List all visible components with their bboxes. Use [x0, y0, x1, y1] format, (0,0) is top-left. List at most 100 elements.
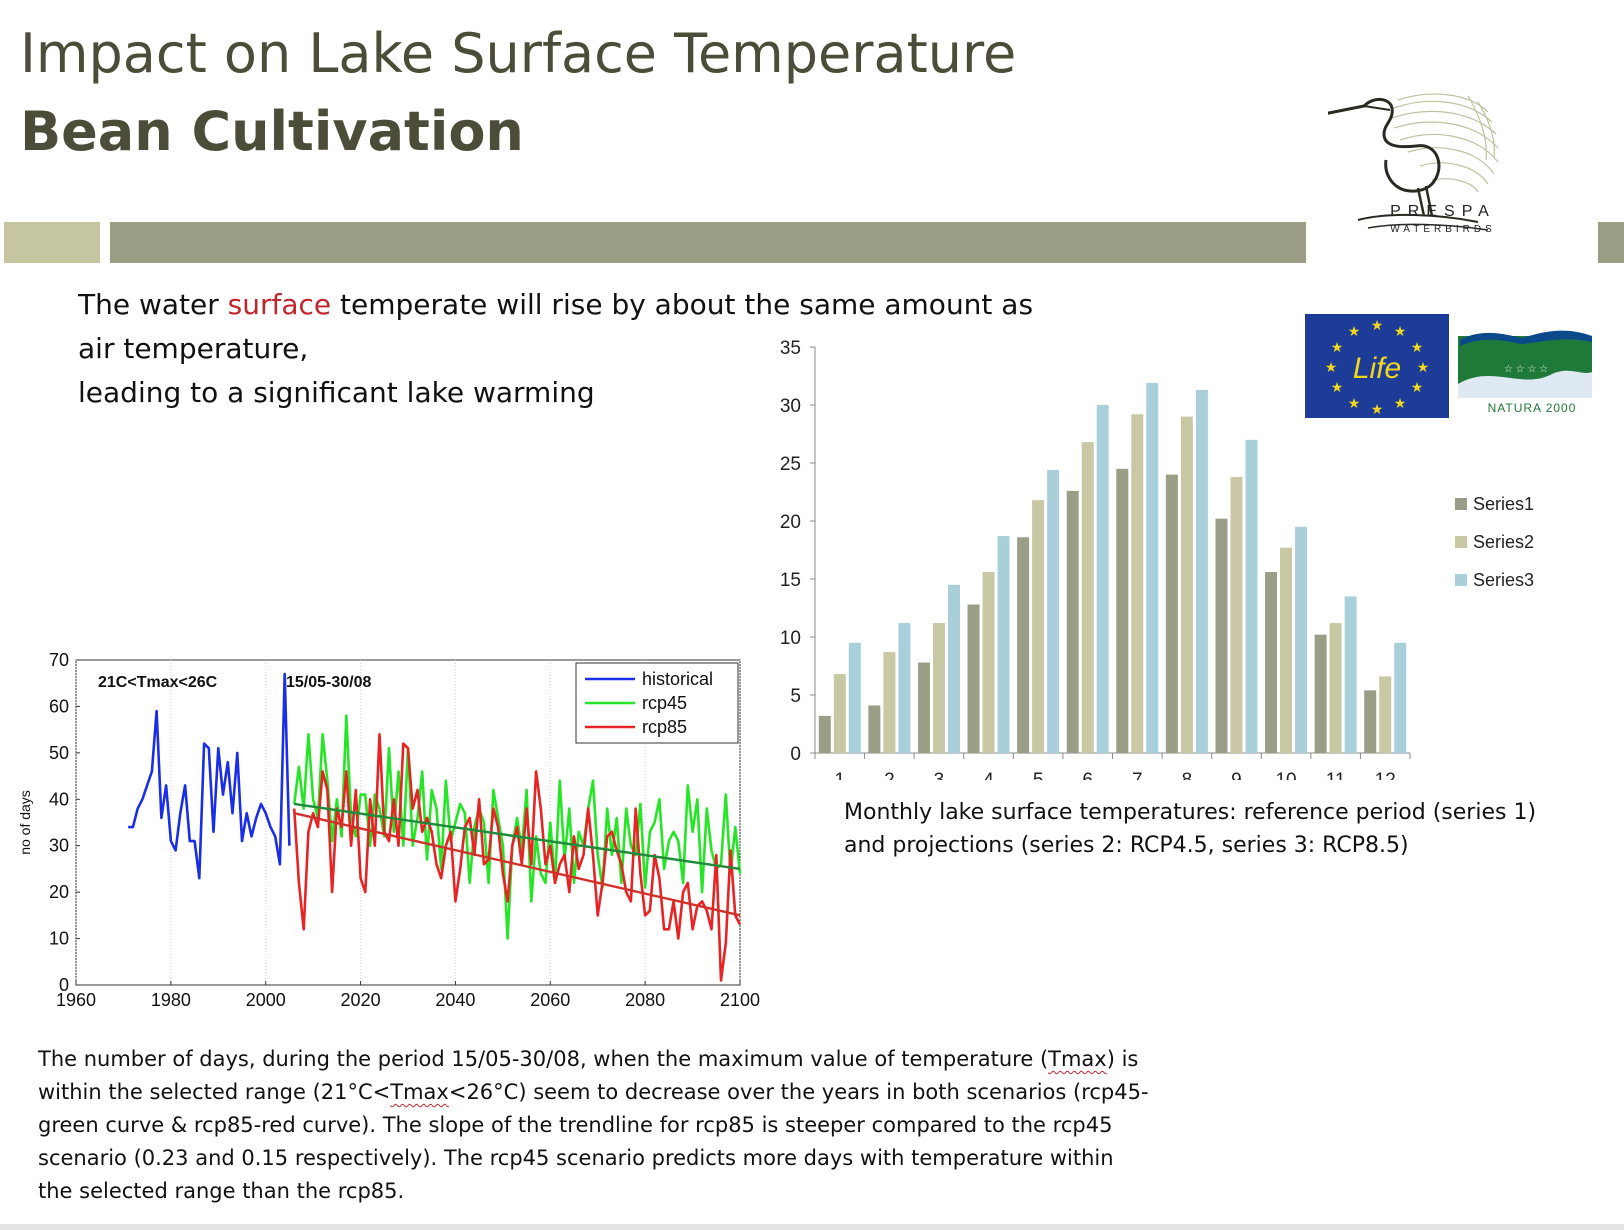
line-legend-label: historical [642, 669, 713, 689]
life-logo-text: Life [1353, 352, 1401, 385]
bar-series3 [1096, 405, 1109, 753]
line-x-tick-label: 2000 [246, 990, 286, 1010]
slide-title: Impact on Lake Surface Temperature [20, 22, 1017, 85]
bar-series3 [1245, 439, 1258, 753]
bar-x-tick-label: 9 [1231, 770, 1242, 780]
svg-text:★: ★ [1411, 379, 1424, 395]
line-y-tick-label: 0 [59, 975, 69, 995]
line-series-historical [128, 672, 291, 880]
bar-series2 [833, 674, 846, 753]
bar-y-tick-label: 20 [780, 512, 801, 533]
eu-life-logo: ★ ★★★ ★★★★ ★★★★ Life [1305, 314, 1449, 418]
bar-series2 [1131, 414, 1144, 753]
bar-series1 [868, 705, 881, 753]
natura-2000-logo: ☆ ☆ ☆ ☆ NATURA 2000 [1452, 314, 1602, 418]
bar-series1 [1314, 634, 1327, 753]
svg-text:☆ ☆ ☆ ☆: ☆ ☆ ☆ ☆ [1504, 364, 1548, 375]
svg-text:★: ★ [1331, 379, 1344, 395]
bar-series1 [1116, 468, 1129, 753]
bar-chart-caption: Monthly lake surface temperatures: refer… [844, 796, 1536, 862]
bar-x-tick-label: 12 [1375, 770, 1396, 780]
bottom-line-2: within the selected range (21°C<Tmax<26°… [38, 1080, 1149, 1104]
bar-y-tick-label: 25 [780, 454, 801, 475]
line-x-tick-label: 2080 [625, 990, 665, 1010]
bar-series3 [898, 623, 911, 753]
bar-series2 [1180, 416, 1193, 753]
bar-y-tick-label: 30 [780, 396, 801, 417]
line-trendline [293, 812, 741, 917]
bar-x-tick-label: 8 [1182, 770, 1193, 780]
bar-x-tick-label: 7 [1132, 770, 1143, 780]
bar-series2 [1230, 476, 1243, 753]
natura-logo-text: NATURA 2000 [1488, 401, 1577, 415]
bar-series1 [967, 604, 980, 753]
bar-series1 [1017, 537, 1030, 753]
bottom-paragraph: The number of days, during the period 15… [38, 1043, 1149, 1208]
line-annotation-period: 15/05-30/08 [286, 674, 372, 691]
bar-x-tick-label: 10 [1275, 770, 1296, 780]
bar-series3 [1394, 642, 1407, 753]
heron-icon [1328, 93, 1499, 231]
bar-series2 [1329, 623, 1342, 753]
line-y-tick-label: 60 [49, 696, 69, 716]
bar-y-tick-label: 10 [780, 628, 801, 649]
bar-series1 [1364, 690, 1377, 753]
bar-series1 [917, 662, 930, 753]
bar-series3 [1047, 469, 1060, 753]
bar-series2 [1379, 676, 1392, 753]
bar-series1 [1066, 490, 1079, 753]
line-legend-label: rcp85 [642, 717, 687, 737]
line-y-tick-label: 10 [49, 929, 69, 949]
body-line-3: leading to a significant lake warming [78, 376, 595, 409]
bar-x-tick-label: 4 [983, 770, 994, 780]
bar-series2 [982, 572, 995, 753]
prespa-logo-subtitle: WATERBIRDS [1390, 224, 1496, 235]
bar-x-tick-label: 11 [1326, 770, 1346, 780]
prespa-logo-title: PRESPA [1390, 203, 1496, 220]
bar-series1 [1215, 518, 1228, 753]
bar-series3 [947, 584, 960, 753]
bar-series2 [883, 652, 896, 753]
line-x-tick-label: 1980 [151, 990, 191, 1010]
bottom-line-4: scenario (0.23 and 0.15 respectively). T… [38, 1146, 1114, 1170]
bar-legend-label: Series3 [1473, 570, 1534, 590]
caption-line-1: Monthly lake surface temperatures: refer… [844, 800, 1537, 825]
bar-x-tick-label: 6 [1082, 770, 1093, 780]
bar-x-tick-label: 1 [835, 770, 846, 780]
accent-band-main [110, 222, 1306, 263]
body-line-1: The water surface temperate will rise by… [78, 288, 1034, 321]
bar-series3 [1195, 389, 1208, 753]
bar-series3 [1344, 596, 1357, 753]
line-x-tick-label: 2040 [435, 990, 475, 1010]
bottom-line-5: the selected range than the rcp85. [38, 1179, 405, 1203]
bar-series1 [1265, 572, 1278, 753]
body-line-2: air temperature, [78, 332, 309, 365]
bar-legend-swatch [1455, 498, 1467, 510]
bottom-line-1: The number of days, during the period 15… [38, 1047, 1139, 1071]
prespa-waterbirds-logo: PRESPA WATERBIRDS [1328, 93, 1499, 235]
bar-legend-label: Series2 [1473, 532, 1534, 552]
bar-legend-swatch [1455, 574, 1467, 586]
eu-stars-icon: ★ ★★★ ★★★★ ★★★★ [1325, 317, 1430, 417]
line-x-tick-label: 2100 [720, 990, 760, 1010]
bar-series2 [1032, 500, 1045, 753]
bar-legend-swatch [1455, 536, 1467, 548]
line-y-tick-label: 40 [49, 789, 69, 809]
svg-text:★: ★ [1371, 401, 1384, 417]
bar-y-tick-label: 15 [780, 570, 801, 591]
accent-band-right [1598, 222, 1624, 263]
caption-line-2: and projections (series 2: RCP4.5, serie… [844, 833, 1409, 858]
line-x-tick-label: 2060 [530, 990, 570, 1010]
natura-birds-icon: ☆ ☆ ☆ ☆ [1460, 330, 1592, 375]
bar-y-tick-label: 35 [780, 338, 801, 359]
bar-series3 [1295, 526, 1308, 753]
bar-series3 [1146, 382, 1159, 753]
svg-text:★: ★ [1417, 359, 1430, 375]
bar-y-tick-label: 5 [790, 686, 801, 707]
line-y-tick-label: 20 [49, 882, 69, 902]
bottom-line-3: green curve & rcp85-red curve). The slop… [38, 1113, 1113, 1137]
bar-series2 [932, 623, 945, 753]
body-text: The water surface temperate will rise by… [78, 283, 1033, 415]
bar-series2 [1081, 442, 1094, 753]
svg-text:★: ★ [1371, 317, 1384, 333]
